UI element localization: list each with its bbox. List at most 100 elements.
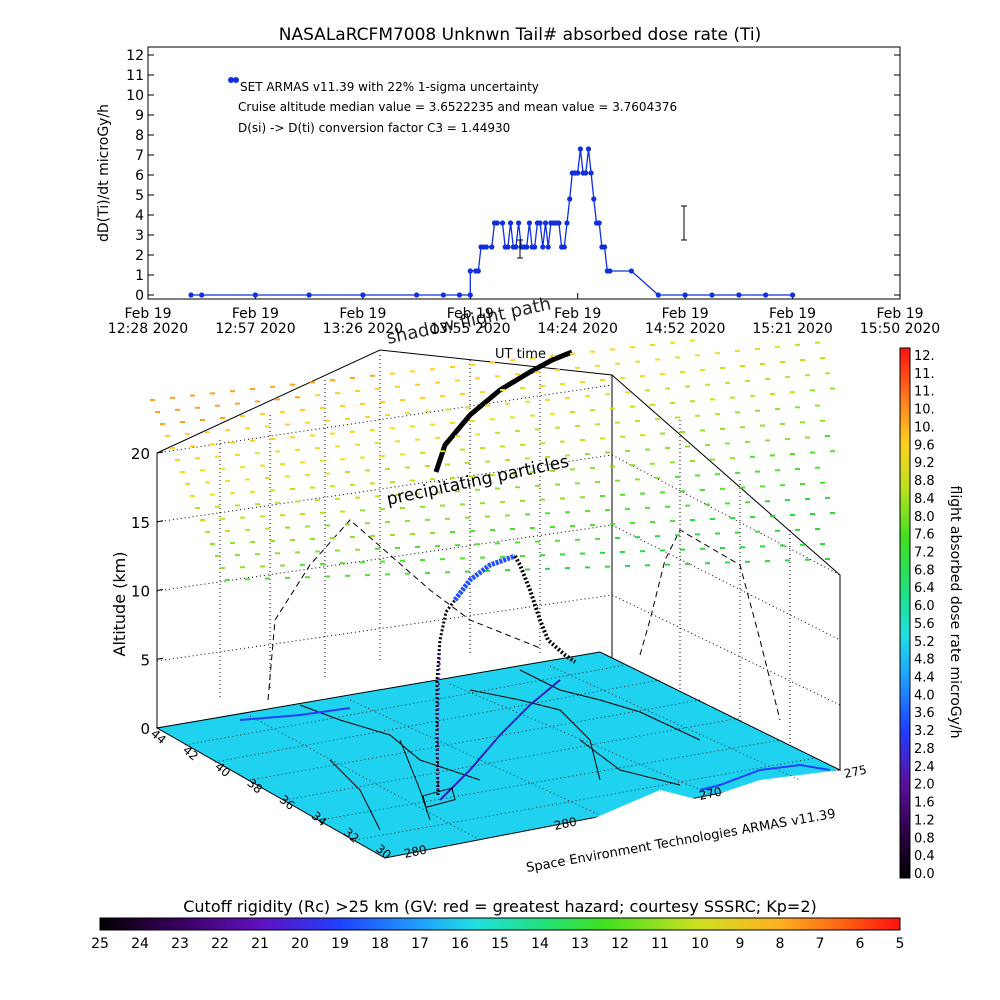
legend-marker: [228, 77, 234, 83]
y-tick-label: 6: [135, 168, 144, 184]
dose-colorbar-tick: 0.4: [914, 849, 935, 864]
wall-shadow-left: [267, 519, 541, 701]
rigidity-colorbar-tick: 6: [856, 936, 865, 952]
rigidity-colorbar-tick: 16: [451, 936, 469, 952]
particle-field: [150, 339, 835, 581]
z-tick-label: 5: [140, 651, 150, 669]
dose-colorbar-tick: 1.6: [914, 796, 935, 811]
data-point: [545, 244, 551, 250]
data-point: [494, 220, 500, 226]
ground-track: [439, 679, 561, 801]
dose-colorbar-tick: 3.2: [914, 724, 935, 739]
y-tick-label: 1: [135, 268, 144, 284]
x-tick-time: 13:55 2020: [430, 321, 510, 337]
y-tick-label: 5: [135, 188, 144, 204]
x-tick-time: 15:21 2020: [752, 321, 832, 337]
legend: SET ARMAS v11.39 with 22% 1-sigma uncert…: [228, 77, 677, 135]
data-point: [567, 196, 573, 202]
rigidity-colorbar-ticks: 25 24 23 22 21 20 19 18 17 16 15 14 13 12 11 10 9 8 7 6 5: [91, 936, 904, 952]
altitude-axis-label: Altitude (km): [110, 552, 129, 657]
data-point: [585, 146, 592, 152]
rigidity-colorbar-tick: 17: [411, 936, 429, 952]
dose-colorbar-tick: 3.6: [914, 706, 935, 721]
data-point: [360, 292, 366, 298]
x-tick-date: Feb 19: [447, 306, 494, 322]
data-point: [199, 292, 205, 298]
data-point: [575, 170, 581, 176]
dose-colorbar-tick: 0.8: [914, 831, 935, 846]
lon-tick-label: 270: [698, 784, 723, 802]
data-point: [505, 244, 511, 250]
rigidity-colorbar-tick: 5: [896, 936, 905, 952]
y-axis-label: dD(Ti)/dt microGy/h: [96, 104, 112, 242]
dose-colorbar-tick: 5.2: [914, 635, 935, 650]
y-tick-label: 3: [135, 228, 144, 244]
rigidity-colorbar-tick: 8: [776, 936, 785, 952]
data-point: [489, 244, 495, 250]
data-point: [252, 292, 258, 298]
x-tick-time: 14:52 2020: [645, 321, 725, 337]
rigidity-colorbar-label: Cutoff rigidity (Rc) >25 km (GV: red = g…: [183, 897, 817, 916]
data-point: [736, 292, 742, 298]
rigidity-colorbar-tick: 24: [131, 936, 149, 952]
y-tick-label: 11: [126, 68, 144, 84]
data-point: [513, 244, 519, 250]
z-tick: [156, 520, 164, 523]
ocean-area: [590, 770, 840, 830]
label-shadow-flight-path: shadow flight path: [385, 294, 553, 349]
chart-title: NASALaRCFM7008 Unknwn Tail# absorbed dos…: [279, 25, 762, 45]
z-tick-label: 10: [131, 583, 150, 601]
x-tick-date: Feb 19: [876, 306, 923, 322]
dose-rate-series: [188, 146, 796, 298]
dose-colorbar-tick: 8.8: [914, 474, 935, 489]
z-tick-label: 15: [131, 514, 150, 532]
data-point: [467, 292, 473, 298]
x-tick-time: 15:50 2020: [860, 321, 940, 337]
y-tick-label: 2: [135, 248, 144, 264]
data-point: [188, 292, 194, 298]
error-bar: [681, 205, 687, 241]
rigidity-colorbar-tick: 15: [491, 936, 509, 952]
dose-colorbar-ticks: 12. 11. 11. 10. 10. 9.6 9.2 8.8 8.4 8.0 7.6 7.2 6.8 6…: [914, 349, 935, 882]
rigidity-colorbar-tick: 14: [531, 936, 549, 952]
dose-colorbar-tick: 11.: [914, 367, 935, 382]
data-point: [483, 244, 489, 250]
data-point: [508, 220, 514, 226]
longitude-axis: 280 280 270 275: [403, 762, 868, 860]
data-point: [682, 292, 688, 298]
dose-colorbar-tick: 6.0: [914, 599, 935, 614]
dose-colorbar-tick: 4.0: [914, 688, 935, 703]
dose-colorbar-tick: 10.: [914, 420, 935, 435]
data-point: [564, 220, 570, 226]
error-bar: [517, 239, 523, 259]
dose-colorbar-tick: 7.2: [914, 545, 935, 560]
x-tick-date: Feb 19: [662, 306, 709, 322]
data-point: [607, 268, 613, 274]
rigidity-colorbar-tick: 25: [91, 936, 109, 952]
z-tick: [156, 657, 164, 660]
y-tick-label: 10: [126, 88, 144, 104]
data-point: [596, 220, 602, 226]
annotation-conversion: D(si) -> D(ti) conversion factor C3 = 1.…: [238, 121, 510, 135]
airport-marker: [422, 787, 456, 809]
dose-colorbar-tick: 11.: [914, 385, 935, 400]
x-tick-date: Feb 19: [339, 306, 386, 322]
dose-colorbar-label: flight absorbed dose rate microGy/h: [947, 486, 963, 739]
data-point: [583, 170, 589, 176]
data-point: [709, 292, 715, 298]
dose-colorbar-tick: 9.6: [914, 438, 935, 453]
dose-colorbar-tick: 9.2: [914, 456, 935, 471]
y-tick-label: 12: [126, 48, 144, 64]
x-tick-date: Feb 19: [554, 306, 601, 322]
dose-colorbar-tick: 0.0: [914, 867, 935, 882]
rigidity-colorbar-tick: 7: [816, 936, 825, 952]
y-tick-label: 0: [135, 288, 144, 304]
altitude-cruise: [453, 553, 516, 602]
data-point: [526, 220, 533, 226]
label-ut-time: UT time: [495, 347, 546, 362]
scene-frame: [156, 349, 841, 770]
x-tick-date: Feb 19: [769, 306, 816, 322]
annotation-uncertainty: SET ARMAS v11.39 with 22% 1-sigma uncert…: [240, 80, 539, 94]
